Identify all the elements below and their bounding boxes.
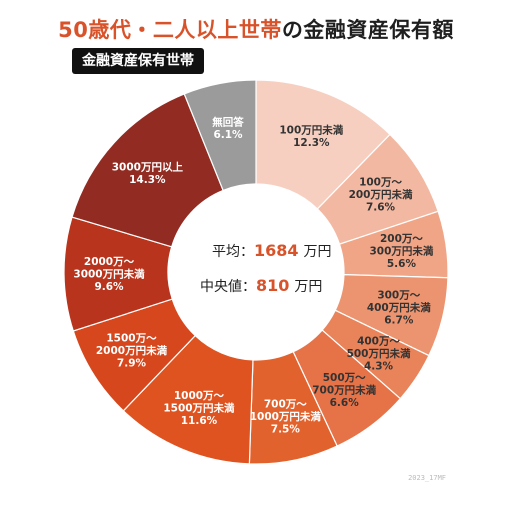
slice-label: 3000万円以上 14.3% xyxy=(112,161,184,187)
slice-category-label: 700万～ xyxy=(264,399,307,411)
median-label: 中央値： xyxy=(200,279,256,295)
slice-category-label: 300万～ xyxy=(377,289,420,301)
slice-value-label: 4.3% xyxy=(364,361,394,373)
slice-labels: 100万円未満 12.3%100万～ 200万円未満 7.6%200万～ 300万円未満… xyxy=(73,115,434,435)
median-stat: 中央値：810 万円 xyxy=(200,276,322,295)
slice-label: 200万～ 300万円未満 5.6% xyxy=(369,233,433,270)
watermark: 2023_17MF xyxy=(408,474,446,482)
average-stat: 平均：1684 万円 xyxy=(212,241,332,260)
average-value: 1684 xyxy=(254,241,299,260)
slice-category-label: 1500万円未満 xyxy=(163,401,235,414)
slice-category-label: 400万円未満 xyxy=(367,301,431,314)
title-rest: の金融資産保有額 xyxy=(281,18,454,42)
slice-value-label: 9.6% xyxy=(94,281,124,293)
slice-value-label: 7.5% xyxy=(271,424,301,436)
slice-label: 300万～ 400万円未満 6.7% xyxy=(367,289,431,326)
median-value: 810 xyxy=(256,276,289,295)
slice-category-label: 1000万～ xyxy=(174,390,225,402)
slice-label: 1500万～ 2000万円未満 7.9% xyxy=(96,333,168,370)
slice-category-label: 無回答 xyxy=(212,115,244,128)
center-stats: 平均：1684 万円 中央値：810 万円 xyxy=(200,241,332,295)
slice-category-label: 200万～ xyxy=(380,233,423,245)
slice-category-label: 500万～ xyxy=(323,372,366,384)
slice-category-label: 500万円未満 xyxy=(347,347,411,360)
slice-label: 1000万～ 1500万円未満 11.6% xyxy=(163,390,235,427)
donut-slices xyxy=(63,79,449,465)
slice-category-label: 100万～ xyxy=(359,176,402,188)
slice-category-label: 2000万円未満 xyxy=(96,344,168,357)
slice-label: 500万～ 700万円未満 6.6% xyxy=(312,372,376,409)
slice-label: 100万円未満 12.3% xyxy=(279,124,343,150)
subtitle-badge: 金融資産保有世帯 xyxy=(72,48,204,74)
slice-category-label: 1000万円未満 xyxy=(250,410,322,423)
slice-label: 100万～ 200万円未満 7.6% xyxy=(349,176,413,213)
slice-label: 2000万～ 3000万円未満 9.6% xyxy=(73,256,145,293)
slice-category-label: 2000万～ xyxy=(84,256,135,268)
slice-value-label: 7.6% xyxy=(366,201,396,213)
title-accent: 50歳代・二人以上世帯 xyxy=(58,18,282,42)
slice-label: 700万～ 1000万円未満 7.5% xyxy=(250,399,322,436)
slice-value-label: 11.6% xyxy=(181,415,218,427)
slice-label: 無回答 6.1% xyxy=(212,115,244,141)
slice-value-label: 12.3% xyxy=(293,137,330,149)
slice-category-label: 3000万円未満 xyxy=(73,268,145,281)
slice-category-label: 100万円未満 xyxy=(279,124,343,137)
slice-value-label: 6.1% xyxy=(213,129,243,141)
slice-category-label: 400万～ xyxy=(357,336,400,348)
average-label: 平均： xyxy=(212,244,254,260)
donut-slice xyxy=(183,79,257,192)
median-unit: 万円 xyxy=(294,279,322,295)
slice-value-label: 5.6% xyxy=(387,258,417,270)
slice-value-label: 6.7% xyxy=(384,314,414,326)
slice-label: 400万～ 500万円未満 4.3% xyxy=(347,336,411,373)
slice-value-label: 6.6% xyxy=(330,397,360,409)
slice-category-label: 1500万～ xyxy=(106,333,157,345)
slice-category-label: 700万円未満 xyxy=(312,384,376,397)
slice-value-label: 14.3% xyxy=(129,174,166,186)
slice-category-label: 300万円未満 xyxy=(369,245,433,258)
slice-category-label: 200万円未満 xyxy=(349,188,413,201)
slice-value-label: 7.9% xyxy=(117,358,147,370)
chart-title: 50歳代・二人以上世帯の金融資産保有額 xyxy=(0,14,512,44)
average-unit: 万円 xyxy=(304,244,332,260)
slice-category-label: 3000万円以上 xyxy=(112,161,184,174)
